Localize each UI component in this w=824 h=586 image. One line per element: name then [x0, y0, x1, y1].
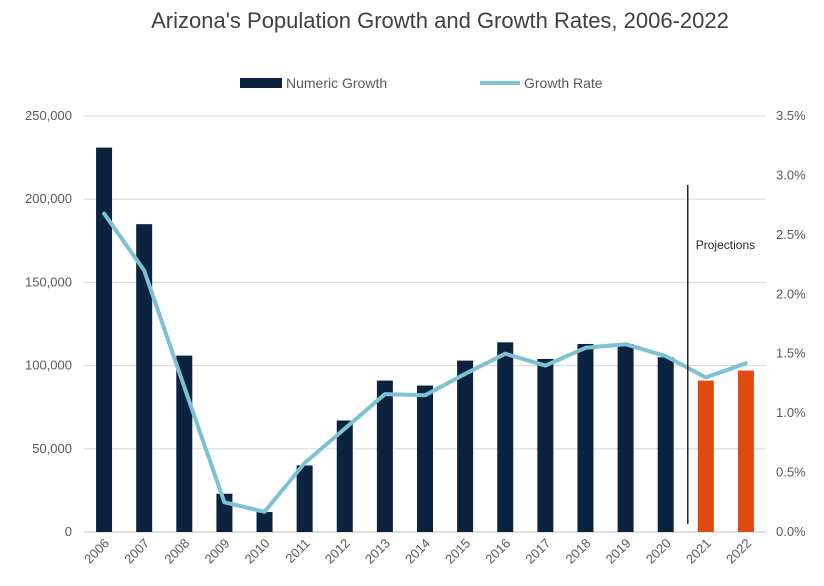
x-tick-label: 2011 — [282, 536, 312, 566]
right-tick-label: 0.0% — [776, 524, 806, 539]
right-tick-label: 0.5% — [776, 465, 806, 480]
bar — [96, 147, 113, 532]
x-tick-label: 2007 — [121, 536, 152, 567]
left-axis: 0 50,000 100,000 150,000 200,000 250,000 — [25, 108, 72, 539]
bar — [256, 512, 273, 532]
x-tick-label: 2014 — [402, 536, 433, 567]
bar — [537, 358, 554, 532]
x-tick-label: 2015 — [442, 536, 473, 567]
right-tick-label: 1.5% — [776, 346, 806, 361]
growth-rate-line — [102, 211, 748, 514]
left-tick-label: 50,000 — [32, 441, 72, 456]
x-tick-label: 2018 — [563, 536, 594, 567]
x-tick-label: 2010 — [242, 536, 273, 567]
bar — [376, 380, 393, 532]
bar — [577, 343, 594, 532]
bar — [296, 465, 313, 532]
x-axis: 2006 2007 2008 2009 2010 2011 2012 2013 2014 2015… — [81, 536, 754, 567]
legend-label-growth-rate: Growth Rate — [524, 75, 603, 91]
x-tick-label: 2008 — [161, 536, 192, 567]
x-tick-label: 2017 — [522, 536, 553, 567]
x-tick-label: 2009 — [201, 536, 232, 567]
right-tick-label: 3.5% — [776, 108, 806, 123]
right-tick-label: 2.0% — [776, 286, 806, 301]
bar-series — [96, 147, 754, 532]
bar — [497, 342, 514, 532]
bar — [657, 357, 674, 532]
left-tick-label: 100,000 — [25, 358, 72, 373]
legend: Numeric Growth Growth Rate — [240, 75, 603, 91]
left-tick-label: 250,000 — [25, 108, 72, 123]
bar — [737, 370, 754, 532]
left-tick-label: 0 — [65, 524, 72, 539]
bar — [617, 343, 634, 532]
x-tick-label: 2016 — [482, 536, 513, 567]
legend-swatch-numeric-growth — [240, 78, 282, 88]
x-tick-label: 2022 — [723, 536, 754, 567]
x-tick-label: 2006 — [81, 536, 112, 567]
projection-label: Projections — [696, 238, 755, 252]
x-tick-label: 2019 — [603, 536, 634, 567]
right-tick-label: 2.5% — [776, 227, 806, 242]
right-tick-label: 3.0% — [776, 167, 806, 182]
x-tick-label: 2020 — [643, 536, 674, 567]
x-tick-label: 2021 — [683, 536, 714, 567]
bar — [457, 360, 474, 532]
right-tick-label: 1.0% — [776, 405, 806, 420]
left-tick-label: 200,000 — [25, 191, 72, 206]
right-axis: 0.0% 0.5% 1.0% 1.5% 2.0% 2.5% 3.0% 3.5% — [776, 108, 806, 539]
line-series — [102, 211, 748, 514]
bar — [417, 385, 433, 532]
chart-title: Arizona's Population Growth and Growth R… — [151, 8, 729, 33]
bar — [336, 420, 353, 532]
bar — [697, 380, 714, 532]
legend-label-numeric-growth: Numeric Growth — [286, 75, 387, 91]
bar — [136, 224, 153, 532]
x-tick-label: 2012 — [322, 536, 353, 567]
x-tick-label: 2013 — [362, 536, 393, 567]
left-tick-label: 150,000 — [25, 274, 72, 289]
